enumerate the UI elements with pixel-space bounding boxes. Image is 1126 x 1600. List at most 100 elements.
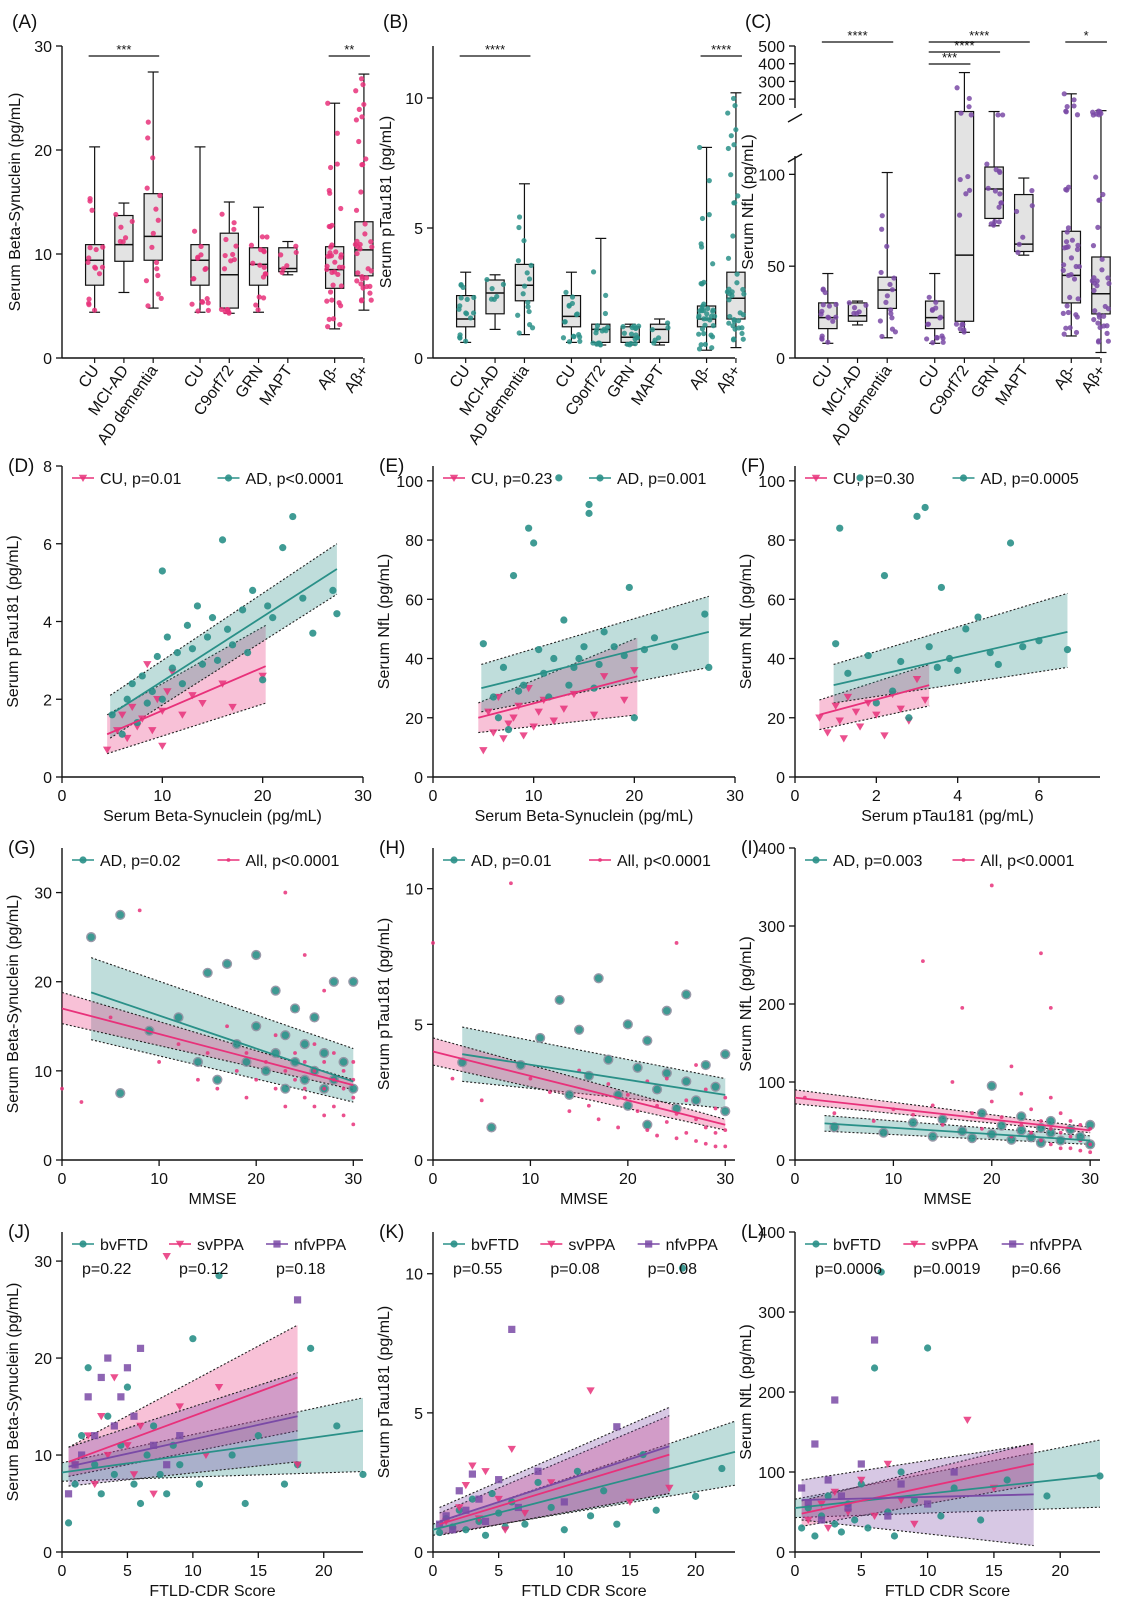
data-point bbox=[704, 311, 710, 317]
y-tick-label: 30 bbox=[34, 886, 52, 903]
data-point bbox=[514, 687, 523, 695]
data-point bbox=[337, 321, 343, 328]
x-tick-label: 15 bbox=[249, 1563, 267, 1580]
band-edge bbox=[833, 592, 1068, 665]
data-point bbox=[586, 1103, 591, 1108]
data-point bbox=[148, 727, 157, 735]
data-point bbox=[710, 307, 716, 313]
data-point bbox=[123, 695, 131, 703]
legend: CU, p=0.23 AD, p=0.001 bbox=[443, 471, 707, 488]
x-tick-label: 15 bbox=[621, 1563, 639, 1580]
data-point bbox=[457, 334, 463, 340]
legend-label: All, p<0.0001 bbox=[981, 853, 1075, 870]
data-point bbox=[254, 1432, 262, 1440]
data-point bbox=[357, 246, 363, 252]
data-point bbox=[218, 306, 225, 313]
data-point bbox=[228, 1451, 236, 1459]
data-point bbox=[1100, 191, 1106, 198]
data-point bbox=[312, 1104, 317, 1109]
data-point bbox=[710, 1081, 721, 1092]
data-point bbox=[696, 313, 702, 319]
x-tick-label: 20 bbox=[625, 788, 643, 805]
data-point bbox=[289, 1003, 301, 1014]
data-point bbox=[889, 287, 895, 293]
y-tick-label: 5 bbox=[414, 1017, 423, 1034]
legend-pvalue: p=0.08 bbox=[648, 1261, 697, 1278]
data-point bbox=[1000, 112, 1006, 118]
data-point bbox=[499, 735, 508, 743]
data-point bbox=[228, 258, 234, 264]
data-point bbox=[997, 191, 1003, 197]
y-tick-label: 10 bbox=[34, 1448, 52, 1465]
data-point bbox=[1090, 243, 1097, 249]
y-tick-label: 2 bbox=[43, 692, 52, 709]
data-point bbox=[273, 1240, 281, 1248]
data-point bbox=[280, 1480, 289, 1488]
data-point bbox=[1058, 1146, 1063, 1151]
data-point bbox=[986, 1080, 997, 1092]
data-point bbox=[1098, 110, 1104, 117]
data-point bbox=[574, 311, 580, 317]
data-point bbox=[499, 663, 508, 672]
data-point bbox=[958, 110, 964, 116]
data-point bbox=[740, 286, 746, 293]
data-point bbox=[86, 300, 92, 306]
data-point bbox=[974, 613, 982, 621]
data-point bbox=[322, 988, 327, 993]
data-point bbox=[700, 1059, 711, 1071]
data-point bbox=[78, 1451, 86, 1459]
data-point bbox=[367, 283, 373, 289]
y-tick-label: 30 bbox=[34, 1254, 52, 1271]
data-point bbox=[488, 296, 495, 302]
data-point bbox=[723, 1128, 728, 1133]
data-point bbox=[844, 1504, 852, 1512]
data-point bbox=[113, 211, 119, 218]
legend-label: AD, p=0.02 bbox=[100, 853, 181, 870]
data-point bbox=[709, 334, 716, 340]
legend: bvFTD p=0.22 svPPA p=0.12 nfvPPA p=0.18 bbox=[72, 1237, 347, 1278]
data-point bbox=[600, 1487, 608, 1495]
data-point bbox=[1048, 1006, 1053, 1010]
panel-label: (G) bbox=[8, 838, 35, 859]
data-point bbox=[284, 263, 290, 269]
data-point bbox=[720, 1049, 731, 1060]
x-tick-label: 10 bbox=[555, 1563, 573, 1580]
data-point bbox=[353, 88, 359, 94]
data-point bbox=[593, 330, 599, 336]
fit-line bbox=[824, 1122, 1091, 1142]
data-point bbox=[244, 1095, 249, 1100]
data-point bbox=[158, 567, 166, 575]
data-point bbox=[449, 474, 459, 482]
data-point bbox=[307, 1344, 315, 1352]
data-point bbox=[329, 297, 335, 303]
data-point bbox=[156, 1470, 164, 1479]
data-point bbox=[1048, 1142, 1053, 1147]
x-tick-label: 0 bbox=[429, 1563, 438, 1580]
data-point bbox=[823, 729, 832, 737]
data-point bbox=[91, 1461, 99, 1469]
data-point bbox=[681, 989, 692, 1000]
data-point bbox=[812, 856, 820, 864]
data-point bbox=[880, 571, 889, 580]
data-point bbox=[966, 104, 972, 110]
data-point bbox=[1019, 643, 1027, 651]
data-point bbox=[279, 544, 287, 552]
y-tick-label: 0 bbox=[43, 770, 52, 787]
data-point bbox=[1061, 331, 1067, 337]
data-point bbox=[655, 1133, 659, 1138]
data-point bbox=[829, 1122, 840, 1133]
data-point bbox=[1063, 109, 1069, 115]
data-point bbox=[143, 661, 152, 669]
data-point bbox=[87, 245, 93, 251]
data-point bbox=[488, 1489, 496, 1498]
data-point bbox=[351, 1060, 356, 1064]
data-point bbox=[115, 1088, 126, 1099]
data-point bbox=[435, 1528, 444, 1537]
box-group: Aβ+ bbox=[1079, 108, 1112, 396]
data-point bbox=[233, 243, 239, 249]
data-point bbox=[144, 185, 150, 191]
data-point bbox=[577, 338, 583, 344]
data-point bbox=[205, 307, 211, 313]
significance-label: **** bbox=[711, 42, 731, 57]
